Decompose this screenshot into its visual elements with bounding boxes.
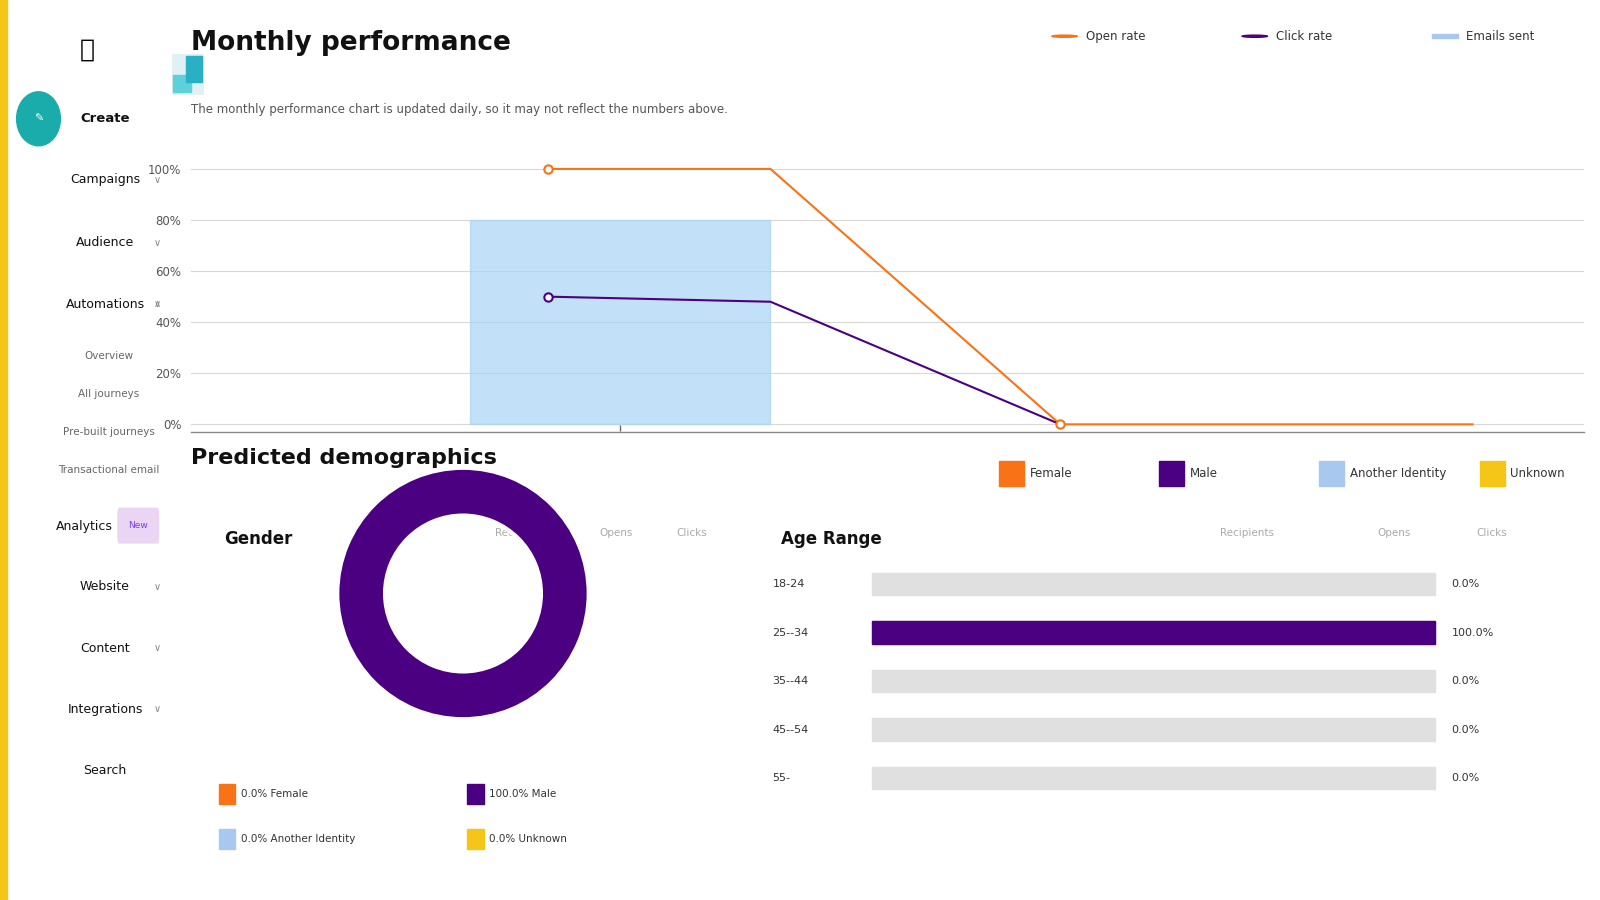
Bar bbox=[186, 56, 202, 83]
Text: ∨: ∨ bbox=[154, 581, 162, 592]
Text: 35--44: 35--44 bbox=[773, 676, 808, 686]
Text: Monthly performance: Monthly performance bbox=[190, 30, 510, 56]
Bar bbox=[467, 784, 483, 805]
Text: Transactional email: Transactional email bbox=[58, 464, 158, 475]
Text: Overview: Overview bbox=[83, 351, 133, 362]
Text: Website: Website bbox=[80, 580, 130, 593]
Text: Opens: Opens bbox=[1378, 528, 1410, 538]
Text: Clicks: Clicks bbox=[677, 528, 707, 538]
Text: Pre-built journeys: Pre-built journeys bbox=[62, 427, 155, 437]
Text: 100.0%: 100.0% bbox=[1451, 627, 1494, 637]
Text: Search: Search bbox=[83, 764, 126, 777]
Text: ∨: ∨ bbox=[154, 238, 162, 248]
Text: Create: Create bbox=[80, 112, 130, 125]
Text: Gender: Gender bbox=[224, 530, 293, 548]
Text: Integrations: Integrations bbox=[67, 703, 142, 716]
Circle shape bbox=[1051, 35, 1077, 37]
Text: Open rate: Open rate bbox=[1086, 30, 1146, 42]
Bar bbox=[219, 784, 235, 805]
Text: ∨: ∨ bbox=[154, 175, 162, 185]
Bar bbox=[1432, 34, 1458, 38]
Text: Automations: Automations bbox=[66, 298, 144, 310]
Bar bbox=[872, 670, 1435, 692]
Text: Female: Female bbox=[1029, 467, 1072, 481]
Text: ∨: ∨ bbox=[154, 704, 162, 715]
Bar bbox=[470, 220, 771, 424]
Text: ∨: ∨ bbox=[154, 643, 162, 653]
Text: Audience: Audience bbox=[75, 237, 134, 249]
Bar bbox=[1480, 461, 1504, 486]
Text: 0.0% Another Identity: 0.0% Another Identity bbox=[240, 834, 355, 844]
Text: 🐒: 🐒 bbox=[80, 38, 94, 61]
Text: Emails sent: Emails sent bbox=[1466, 30, 1534, 42]
Text: New: New bbox=[128, 521, 149, 530]
Text: ∨: ∨ bbox=[154, 299, 162, 310]
Text: The monthly performance chart is updated daily, so it may not reflect the number: The monthly performance chart is updated… bbox=[190, 103, 728, 115]
FancyBboxPatch shape bbox=[117, 508, 160, 544]
Bar bbox=[998, 461, 1024, 486]
Text: 45--54: 45--54 bbox=[773, 724, 808, 734]
Text: Analytics: Analytics bbox=[56, 520, 112, 533]
Text: 0.0%: 0.0% bbox=[1451, 676, 1480, 686]
Wedge shape bbox=[338, 468, 589, 719]
Text: ∧: ∧ bbox=[154, 299, 162, 310]
Text: Recipients: Recipients bbox=[494, 528, 549, 538]
Bar bbox=[872, 621, 1435, 644]
Ellipse shape bbox=[16, 92, 61, 146]
Bar bbox=[1158, 461, 1184, 486]
Text: Opens: Opens bbox=[600, 528, 634, 538]
Bar bbox=[173, 76, 190, 93]
Text: 25--34: 25--34 bbox=[773, 627, 808, 637]
Text: Clicks: Clicks bbox=[1477, 528, 1507, 538]
Text: 55-: 55- bbox=[773, 773, 790, 783]
Text: Click rate: Click rate bbox=[1275, 30, 1333, 42]
Text: Predicted demographics: Predicted demographics bbox=[190, 448, 498, 468]
Text: All journeys: All journeys bbox=[78, 389, 139, 400]
Text: Unknown: Unknown bbox=[1510, 467, 1565, 481]
Bar bbox=[872, 572, 1435, 595]
Text: 18-24: 18-24 bbox=[773, 579, 805, 589]
Bar bbox=[872, 718, 1435, 741]
Text: 0.0%: 0.0% bbox=[1451, 724, 1480, 734]
Text: Campaigns: Campaigns bbox=[70, 174, 141, 186]
Bar bbox=[1320, 461, 1344, 486]
Bar bbox=[467, 829, 483, 850]
Text: 0.0% Female: 0.0% Female bbox=[240, 789, 307, 799]
Text: 0.0% Unknown: 0.0% Unknown bbox=[490, 834, 566, 844]
Bar bbox=[872, 767, 1435, 789]
Bar bbox=[219, 829, 235, 850]
Text: Age Range: Age Range bbox=[781, 530, 882, 548]
Text: Recipients: Recipients bbox=[1219, 528, 1274, 538]
Text: 0.0%: 0.0% bbox=[1451, 579, 1480, 589]
Text: 100.0% Male: 100.0% Male bbox=[490, 789, 557, 799]
Text: Another Identity: Another Identity bbox=[1350, 467, 1446, 481]
Bar bbox=[0, 0, 6, 900]
Circle shape bbox=[1242, 35, 1267, 37]
Text: Male: Male bbox=[1190, 467, 1218, 481]
Text: Content: Content bbox=[80, 642, 130, 654]
Text: 0.0%: 0.0% bbox=[1451, 773, 1480, 783]
Text: ✎: ✎ bbox=[34, 113, 43, 124]
Bar bbox=[872, 621, 1435, 644]
